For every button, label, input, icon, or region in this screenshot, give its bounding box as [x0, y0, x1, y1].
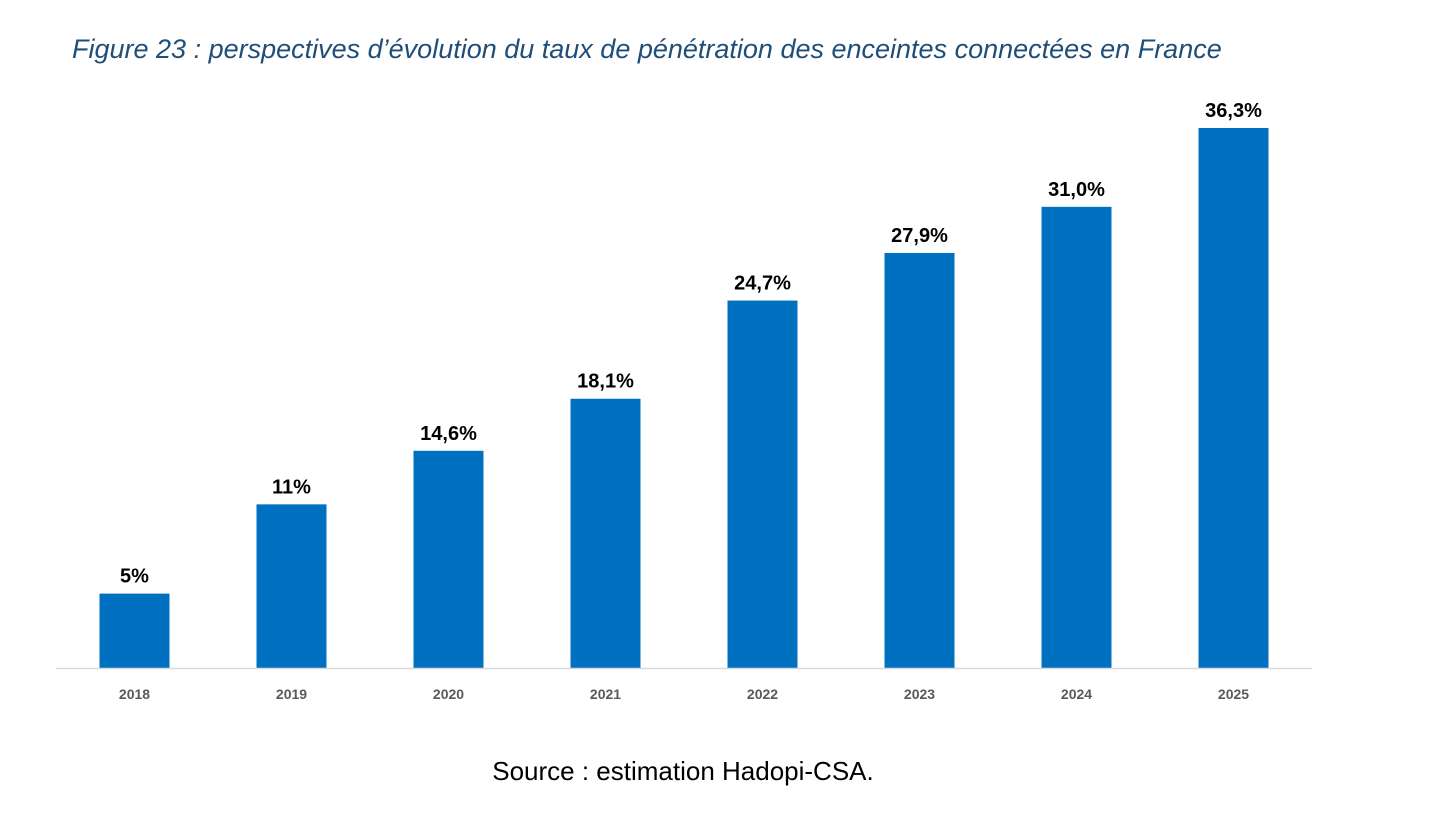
bar-2025: [1198, 128, 1269, 668]
x-tick-label-2024: 2024: [1061, 686, 1092, 702]
x-tick-labels-group: 2018 2019 2020 2021 2022 2023 2024 2025: [119, 686, 1249, 702]
data-label-2025: 36,3%: [1205, 100, 1262, 122]
data-label-2022: 24,7%: [734, 273, 791, 295]
bar-chart: 5% 11% 14,6% 18,1% 24,7% 27,9% 31,0% 36,3% 2018…: [56, 100, 1312, 702]
bar-2019: [256, 504, 327, 668]
data-label-2019: 11%: [272, 476, 311, 498]
bar-2018: [99, 593, 170, 668]
data-labels-group: 5% 11% 14,6% 18,1% 24,7% 27,9% 31,0% 36,3%: [120, 100, 1262, 588]
x-tick-label-2018: 2018: [119, 686, 150, 702]
data-label-2018: 5%: [120, 566, 149, 588]
bars-group: [99, 128, 1269, 669]
figure-title: Figure 23 : perspectives d’évolution du …: [72, 34, 1222, 64]
bar-2020: [413, 450, 484, 668]
bar-2022: [727, 300, 798, 668]
x-tick-label-2022: 2022: [747, 686, 778, 702]
x-tick-label-2025: 2025: [1218, 686, 1249, 702]
source-note: Source : estimation Hadopi-CSA.: [492, 756, 874, 786]
x-tick-label-2021: 2021: [590, 686, 621, 702]
x-tick-label-2020: 2020: [433, 686, 464, 702]
data-label-2023: 27,9%: [891, 225, 948, 247]
data-label-2024: 31,0%: [1048, 179, 1105, 201]
data-label-2020: 14,6%: [420, 423, 477, 445]
bar-2021: [570, 398, 641, 668]
x-tick-label-2023: 2023: [904, 686, 935, 702]
data-label-2021: 18,1%: [577, 371, 634, 393]
bar-2024: [1041, 206, 1112, 669]
x-tick-label-2019: 2019: [276, 686, 307, 702]
bar-2023: [884, 252, 955, 668]
